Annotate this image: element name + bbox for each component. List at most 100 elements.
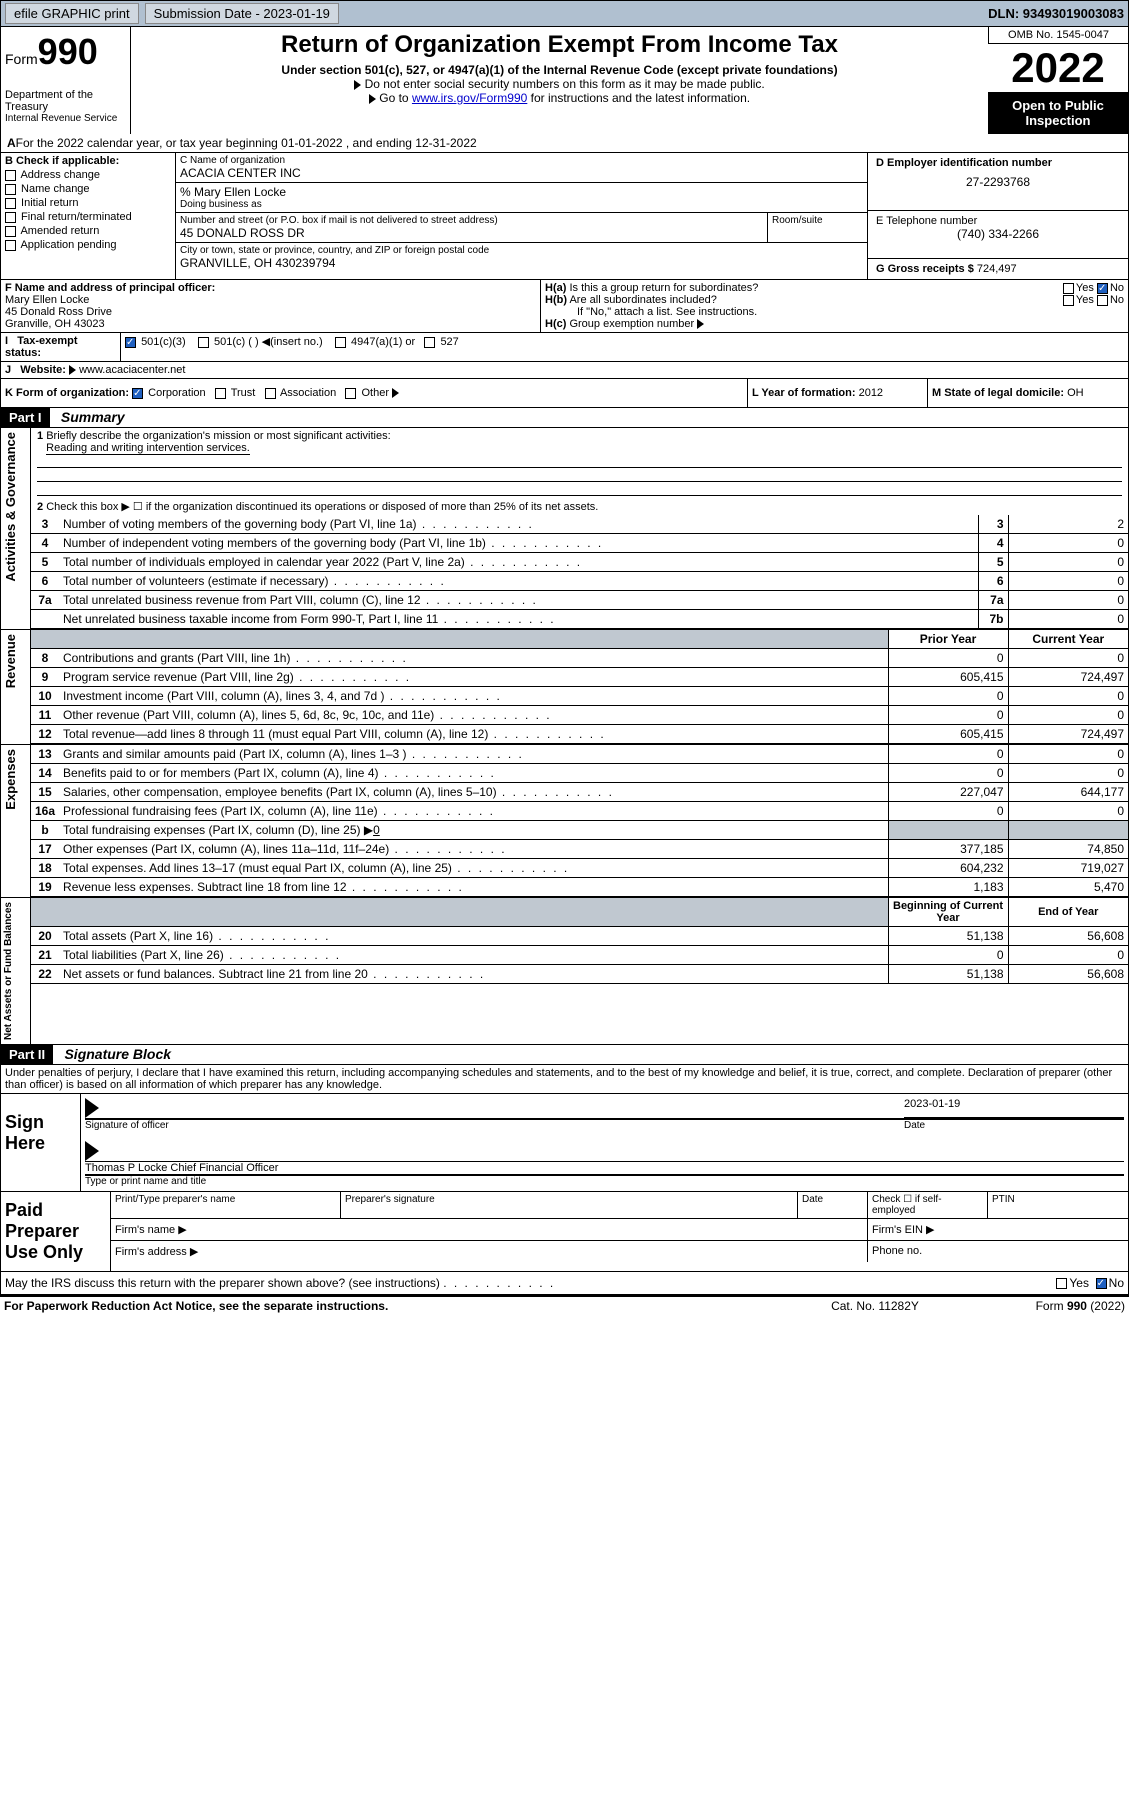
sign-here-label: Sign Here [1,1094,81,1191]
subtitle-3: Go to www.irs.gov/Form990 for instructio… [139,91,980,105]
ha-text: Is this a group return for subordinates? [569,282,758,294]
phone-label: E Telephone number [876,215,1120,227]
street-addr: 45 DONALD ROSS DR [180,226,763,240]
signer-name: Thomas P Locke Chief Financial Officer [85,1161,1124,1174]
ag-label: Activities & Governance [1,428,20,586]
expenses-section: Expenses 13Grants and similar amounts pa… [0,745,1129,898]
form990-link[interactable]: www.irs.gov/Form990 [412,91,527,105]
form-number: Form990 [5,31,126,73]
paid-prep-label: Paid Preparer Use Only [1,1192,111,1271]
sign-date: 2023-01-19 [904,1098,1124,1118]
domicile-state: OH [1067,387,1084,399]
phone-value: (740) 334-2266 [876,227,1120,241]
mission-label: Briefly describe the organization's miss… [46,430,390,442]
receipts-label: G Gross receipts $ [876,263,974,275]
topbar: efile GRAPHIC print Submission Date - 20… [0,0,1129,27]
discuss-yes-checkbox[interactable] [1056,1278,1067,1289]
receipts-value: 724,497 [977,263,1017,275]
irs-label: Internal Revenue Service [5,113,126,124]
efile-button[interactable]: efile GRAPHIC print [5,3,139,24]
corp-checkbox[interactable] [132,388,143,399]
entity-block: B Check if applicable: Address change Na… [0,153,1129,280]
sig-label: Signature of officer [85,1120,904,1131]
year-formed: 2012 [859,387,883,399]
b-checkbox[interactable] [5,240,16,251]
sign-block: Sign Here 2023-01-19 Signature of office… [0,1094,1129,1192]
footer-left: For Paperwork Reduction Act Notice, see … [4,1299,775,1313]
part2-header: Part II [1,1045,53,1064]
q2-text: Check this box ▶ ☐ if the organization d… [46,501,598,513]
box-b-header: B Check if applicable: [5,155,171,167]
discuss-no-checkbox[interactable] [1096,1278,1107,1289]
room-label: Room/suite [772,215,863,226]
b-checkbox[interactable] [5,198,16,209]
trust-checkbox[interactable] [215,388,226,399]
hc-text: Group exemption number [569,318,694,330]
expenses-table: 13Grants and similar amounts paid (Part … [31,745,1128,897]
assoc-checkbox[interactable] [265,388,276,399]
other-checkbox[interactable] [345,388,356,399]
org-name: ACACIA CENTER INC [180,166,863,180]
city-value: GRANVILLE, OH 430239794 [180,256,863,270]
net-label: Net Assets or Fund Balances [1,898,16,1044]
submission-button[interactable]: Submission Date - 2023-01-19 [145,3,339,24]
b-checkbox[interactable] [5,170,16,181]
care-of: % Mary Ellen Locke [180,185,863,199]
footer: For Paperwork Reduction Act Notice, see … [0,1295,1129,1315]
part1-header: Part I [1,408,50,427]
officer-addr: 45 Donald Ross Drive [5,306,536,318]
rev-label: Revenue [1,630,20,692]
period-row: A For the 2022 calendar year, or tax yea… [0,134,1129,153]
period-text: For the 2022 calendar year, or tax year … [16,136,477,150]
name-title-label: Type or print name and title [85,1174,1124,1187]
4947-checkbox[interactable] [335,337,346,348]
footer-form: Form 990 (2022) [975,1299,1125,1313]
hb-no-checkbox[interactable] [1097,295,1108,306]
hb-text: Are all subordinates included? [569,294,716,306]
tax-year: 2022 [988,44,1128,92]
activities-governance: Activities & Governance 1 Briefly descri… [0,428,1129,630]
paid-preparer-block: Paid Preparer Use Only Print/Type prepar… [0,1192,1129,1272]
dln-label: DLN: 93493019003083 [988,6,1124,21]
b-checkbox[interactable] [5,226,16,237]
discuss-row: May the IRS discuss this return with the… [0,1272,1129,1295]
b-checkbox[interactable] [5,184,16,195]
status-row: I Tax-exempt status: 501(c)(3) 501(c) ( … [0,333,1129,362]
ha-yes-checkbox[interactable] [1063,283,1074,294]
officer-block: F Name and address of principal officer:… [0,280,1129,333]
net-table: Beginning of Current YearEnd of Year20To… [31,898,1128,984]
website-value: www.acaciacenter.net [79,364,185,376]
website-row: J Website: www.acaciacenter.net [0,362,1129,379]
omb-number: OMB No. 1545-0047 [988,27,1128,44]
part1-title: Summary [61,409,125,425]
hb-note: If "No," attach a list. See instructions… [577,306,1124,318]
revenue-table: Prior YearCurrent Year8Contributions and… [31,630,1128,744]
inspection-label: Open to Public Inspection [988,92,1128,134]
527-checkbox[interactable] [424,337,435,348]
city-label: City or town, state or province, country… [180,245,863,256]
officer-label: F Name and address of principal officer: [5,282,536,294]
mission-text: Reading and writing intervention service… [46,442,250,455]
netassets-section: Net Assets or Fund Balances Beginning of… [0,898,1129,1045]
ein-value: 27-2293768 [876,175,1120,189]
officer-city: Granville, OH 43023 [5,318,536,330]
b-checkbox[interactable] [5,212,16,223]
date-label: Date [904,1120,1124,1131]
ein-label: D Employer identification number [876,157,1120,169]
ag-table: 3Number of voting members of the governi… [31,515,1128,629]
501c3-checkbox[interactable] [125,337,136,348]
dba-label: Doing business as [180,199,863,210]
ha-no-checkbox[interactable] [1097,283,1108,294]
hb-yes-checkbox[interactable] [1063,295,1074,306]
subtitle-1: Under section 501(c), 527, or 4947(a)(1)… [139,63,980,77]
officer-name: Mary Ellen Locke [5,294,536,306]
form-title: Return of Organization Exempt From Incom… [139,31,980,59]
subtitle-2: Do not enter social security numbers on … [139,77,980,91]
footer-cat: Cat. No. 11282Y [775,1299,975,1313]
exp-label: Expenses [1,745,20,814]
formation-row: K Form of organization: Corporation Trus… [0,379,1129,408]
part2-title: Signature Block [64,1046,171,1062]
form-header: Form990 Department of the Treasury Inter… [0,27,1129,134]
501c-checkbox[interactable] [198,337,209,348]
revenue-section: Revenue Prior YearCurrent Year8Contribut… [0,630,1129,745]
